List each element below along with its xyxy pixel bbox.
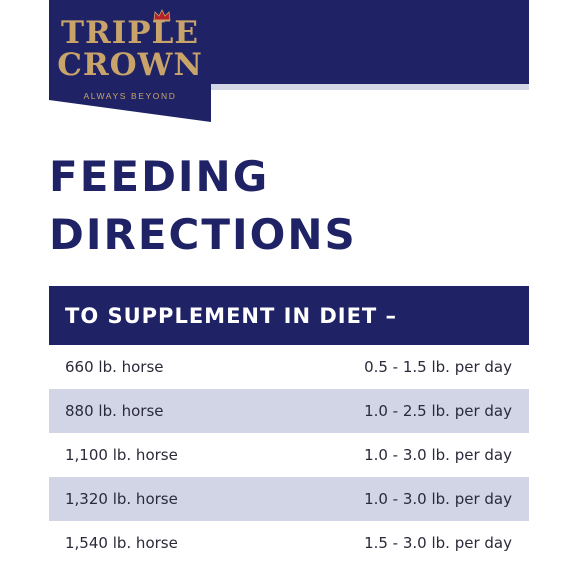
table-row: 660 lb. horse 0.5 - 1.5 lb. per day [49, 345, 529, 389]
row-amount: 1.0 - 3.0 lb. per day [364, 490, 512, 508]
brand-logo: TRIPLE CROWN ALWAYS BEYOND [49, 0, 211, 122]
page-title-line1: FEEDING [49, 152, 270, 201]
row-weight: 880 lb. horse [65, 402, 164, 420]
row-weight: 1,320 lb. horse [65, 490, 178, 508]
table-row: 1,320 lb. horse 1.0 - 3.0 lb. per day [49, 477, 529, 521]
header-divider [49, 84, 529, 90]
table-heading: TO SUPPLEMENT IN DIET – [49, 286, 529, 345]
table-row: 1,540 lb. horse 1.5 - 3.0 lb. per day [49, 521, 529, 565]
crown-icon [153, 9, 171, 22]
row-amount: 1.5 - 3.0 lb. per day [364, 534, 512, 552]
row-amount: 1.0 - 2.5 lb. per day [364, 402, 512, 420]
logo-word-triple: TRIPLE [60, 15, 200, 51]
table-row: 880 lb. horse 1.0 - 2.5 lb. per day [49, 389, 529, 433]
page-title-line2: DIRECTIONS [49, 210, 357, 259]
feeding-table: TO SUPPLEMENT IN DIET – 660 lb. horse 0.… [49, 286, 529, 565]
row-weight: 1,540 lb. horse [65, 534, 178, 552]
row-amount: 0.5 - 1.5 lb. per day [364, 358, 512, 376]
row-weight: 660 lb. horse [65, 358, 164, 376]
row-weight: 1,100 lb. horse [65, 446, 178, 464]
page-title: FEEDING DIRECTIONS [49, 148, 357, 264]
logo-tagline: ALWAYS BEYOND [83, 91, 177, 101]
row-amount: 1.0 - 3.0 lb. per day [364, 446, 512, 464]
logo-word-crown: CROWN [57, 47, 203, 83]
table-row: 1,100 lb. horse 1.0 - 3.0 lb. per day [49, 433, 529, 477]
